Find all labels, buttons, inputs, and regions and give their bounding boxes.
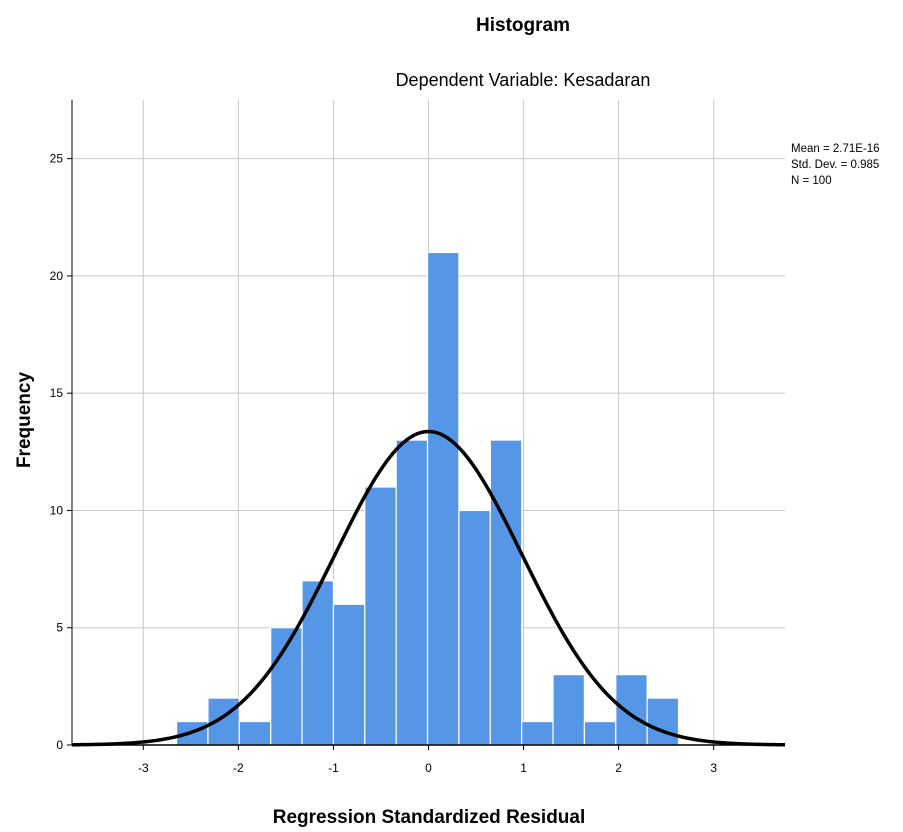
histogram-bar [302, 581, 333, 745]
histogram-bar [647, 698, 678, 745]
x-tick-label: 3 [710, 761, 717, 775]
stat-mean: Mean = 2.71E-16 [791, 143, 880, 155]
x-tick-label: 2 [615, 761, 622, 775]
chart-title: Histogram [476, 15, 570, 36]
histogram-bar [333, 604, 364, 745]
x-tick-label: -3 [138, 761, 149, 775]
y-tick-label: 15 [50, 386, 64, 400]
histogram-bar [365, 487, 396, 745]
x-axis-label: Regression Standardized Residual [273, 807, 586, 828]
stat-n: N = 100 [791, 175, 832, 187]
y-axis-label: Frequency [14, 372, 35, 469]
y-tick-label: 25 [50, 152, 64, 166]
y-tick-label: 5 [56, 621, 63, 635]
histogram-bars [177, 252, 679, 745]
histogram-bar [584, 722, 615, 745]
x-tick-label: 1 [520, 761, 527, 775]
histogram-bar [553, 675, 584, 745]
x-tick-labels: -3 -2 -1 0 1 2 3 [138, 761, 717, 775]
x-tick-label: -2 [233, 761, 244, 775]
x-tick-label: 0 [425, 761, 432, 775]
y-tick-label: 10 [50, 503, 64, 517]
histogram-bar [428, 252, 459, 745]
histogram-bar [522, 722, 553, 745]
y-tick-label: 20 [50, 269, 64, 283]
histogram-bar [459, 510, 490, 745]
histogram-bar [396, 440, 427, 745]
histogram-bar [239, 722, 270, 745]
x-tick-label: -1 [328, 761, 339, 775]
histogram-bar [490, 440, 521, 745]
y-tick-label: 0 [56, 738, 63, 752]
stat-std-dev: Std. Dev. = 0.985 [791, 159, 879, 171]
chart-subtitle: Dependent Variable: Kesadaran [396, 70, 651, 90]
histogram-bar [616, 675, 647, 745]
y-tick-labels: 0 5 10 15 20 25 [50, 152, 64, 752]
